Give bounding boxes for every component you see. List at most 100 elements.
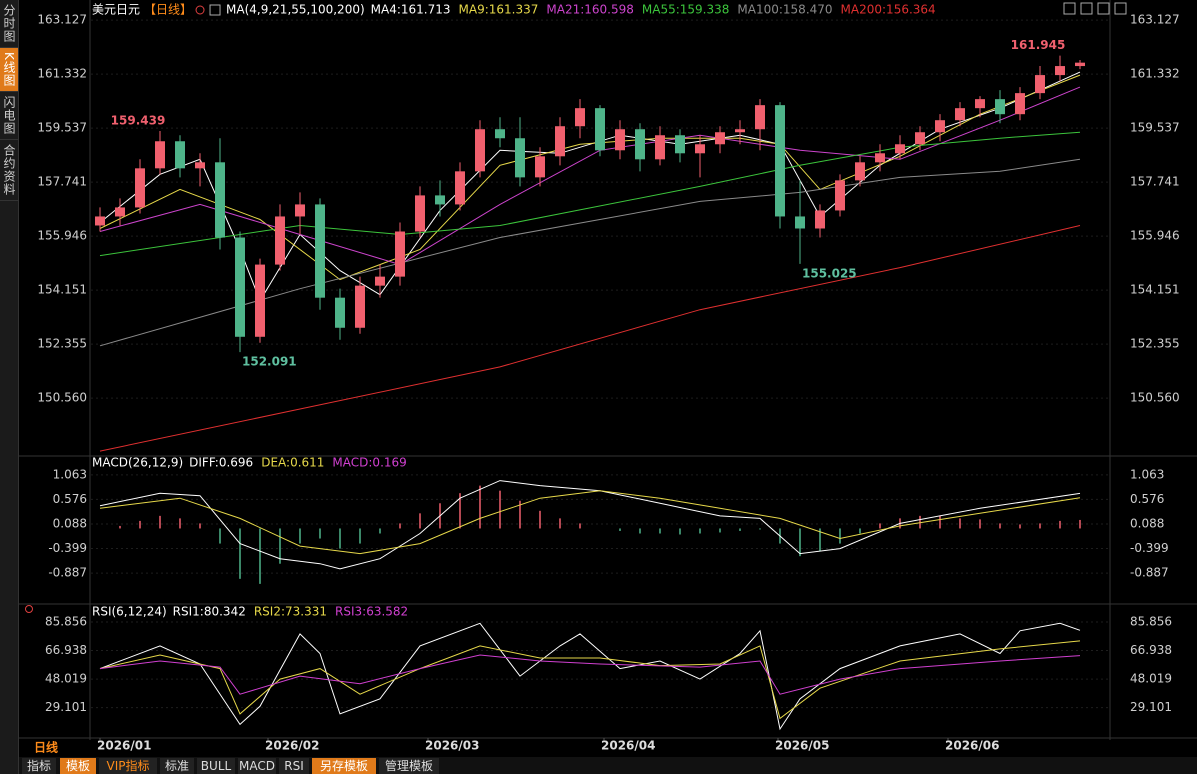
y-tick-label: 85.856 (45, 614, 87, 628)
icon[interactable] (1063, 2, 1076, 15)
toolbar-label[interactable]: 标准 (165, 759, 189, 773)
line (99, 640, 1081, 720)
toolbar-label[interactable]: RSI (284, 759, 304, 773)
y-tick-label: 48.019 (45, 672, 87, 686)
settings-icon[interactable] (25, 605, 33, 613)
y-tick-label: 155.946 (1130, 229, 1180, 243)
sidebar-tab[interactable]: 闪电图 (0, 92, 18, 140)
sidebar-tab[interactable]: K线图 (0, 48, 18, 92)
x-tick-label: 2026/05 (775, 739, 829, 753)
line (99, 622, 1081, 731)
candle-body (855, 162, 865, 181)
candle-body (595, 108, 605, 151)
candle-body (95, 216, 105, 226)
candle-body (755, 105, 765, 130)
legend-entry: MACD:0.169 (332, 456, 406, 470)
legend-entry: MA55:159.338 (642, 3, 730, 17)
icon (209, 4, 221, 16)
line (99, 158, 1081, 347)
y-tick-label: -0.887 (1130, 566, 1169, 580)
y-tick-label: 0.088 (1130, 517, 1164, 531)
candle-body (155, 141, 165, 169)
candle-body (535, 156, 545, 178)
sidebar-tab[interactable]: 合约资料 (0, 140, 18, 201)
annotation: 161.945 (1011, 38, 1066, 52)
y-tick-label: 66.938 (1130, 643, 1172, 657)
toolbar-button[interactable] (60, 758, 96, 774)
icon[interactable] (1097, 2, 1110, 15)
legend-entry: RSI2:73.331 (254, 605, 327, 619)
toolbar-button[interactable] (279, 758, 309, 774)
icon[interactable] (1080, 2, 1093, 15)
toolbar-label[interactable]: VIP指标 (107, 758, 150, 773)
toolbar-label[interactable]: 指标 (27, 758, 51, 773)
toolbar-button[interactable] (22, 758, 56, 774)
candle-body (255, 264, 265, 337)
toolbar-button[interactable] (99, 758, 157, 774)
toolbar-label[interactable]: 模板 (66, 759, 90, 773)
candle-body (655, 135, 665, 160)
candle-body (835, 180, 845, 211)
window-icons (1063, 2, 1127, 15)
candle-body (475, 129, 485, 172)
toolbar-bg (19, 757, 1197, 774)
y-tick-label: 0.088 (53, 517, 87, 531)
candle-body (675, 135, 685, 154)
toolbar-button[interactable] (379, 758, 439, 774)
toolbar-button[interactable] (312, 758, 376, 774)
y-tick-label: -0.399 (1130, 541, 1169, 555)
legend-entry: MACD(26,12,9) (92, 456, 183, 470)
toolbar-label[interactable]: 管理模板 (385, 758, 433, 773)
toolbar-button[interactable] (238, 758, 276, 774)
candle-body (215, 162, 225, 238)
candle-body (1015, 93, 1025, 115)
candle-body (495, 129, 505, 139)
candle-body (795, 216, 805, 229)
x-tick-label: 2026/04 (601, 739, 655, 753)
legend-entry: MA100:158.470 (737, 3, 832, 17)
y-tick-label: 159.537 (1130, 121, 1180, 135)
candle-body (615, 129, 625, 151)
candle-body (695, 144, 705, 154)
y-tick-label: 163.127 (1130, 13, 1180, 27)
sidebar-tab[interactable]: 分时图 (0, 0, 18, 48)
toolbar-label[interactable]: BULL (201, 759, 232, 773)
candle-body (775, 105, 785, 217)
line (99, 480, 1081, 570)
x-tick-label: 2026/06 (945, 739, 999, 753)
y-tick-label: 1.063 (1130, 467, 1164, 481)
y-tick-label: 1.063 (53, 467, 87, 481)
candle-body (455, 171, 465, 205)
y-tick-label: 0.576 (1130, 492, 1164, 506)
background (19, 0, 1197, 774)
line (99, 225, 1081, 452)
x-tick-label: 2026/02 (265, 739, 319, 753)
candle-body (1075, 62, 1085, 67)
legend-entry: MA4:161.713 (371, 3, 451, 17)
y-tick-label: 157.741 (1130, 175, 1180, 189)
icon[interactable] (1114, 2, 1127, 15)
y-tick-label: 29.101 (1130, 700, 1172, 714)
toolbar-label[interactable]: 另存模板 (320, 759, 368, 773)
period-label: 日线 (34, 740, 58, 755)
toolbar-label[interactable]: MACD (239, 759, 275, 773)
y-tick-label: 155.946 (37, 229, 87, 243)
candle-body (635, 129, 645, 160)
annotation: 159.439 (111, 114, 166, 128)
y-tick-label: 152.355 (37, 337, 87, 351)
candle-body (955, 108, 965, 121)
candle-body (935, 120, 945, 133)
legend-entry: RSI3:63.582 (335, 605, 408, 619)
toolbar-button[interactable] (160, 758, 194, 774)
candle-body (375, 276, 385, 286)
y-tick-label: 161.332 (37, 67, 87, 81)
line (99, 654, 1081, 695)
candle-body (315, 204, 325, 298)
toolbar-button[interactable] (197, 758, 235, 774)
candle-body (1035, 75, 1045, 94)
candle-body (295, 204, 305, 217)
annotation: 155.025 (802, 266, 857, 280)
candle-body (995, 99, 1005, 115)
legend-entry: 【日线】 (144, 3, 192, 17)
y-tick-label: 0.576 (53, 492, 87, 506)
